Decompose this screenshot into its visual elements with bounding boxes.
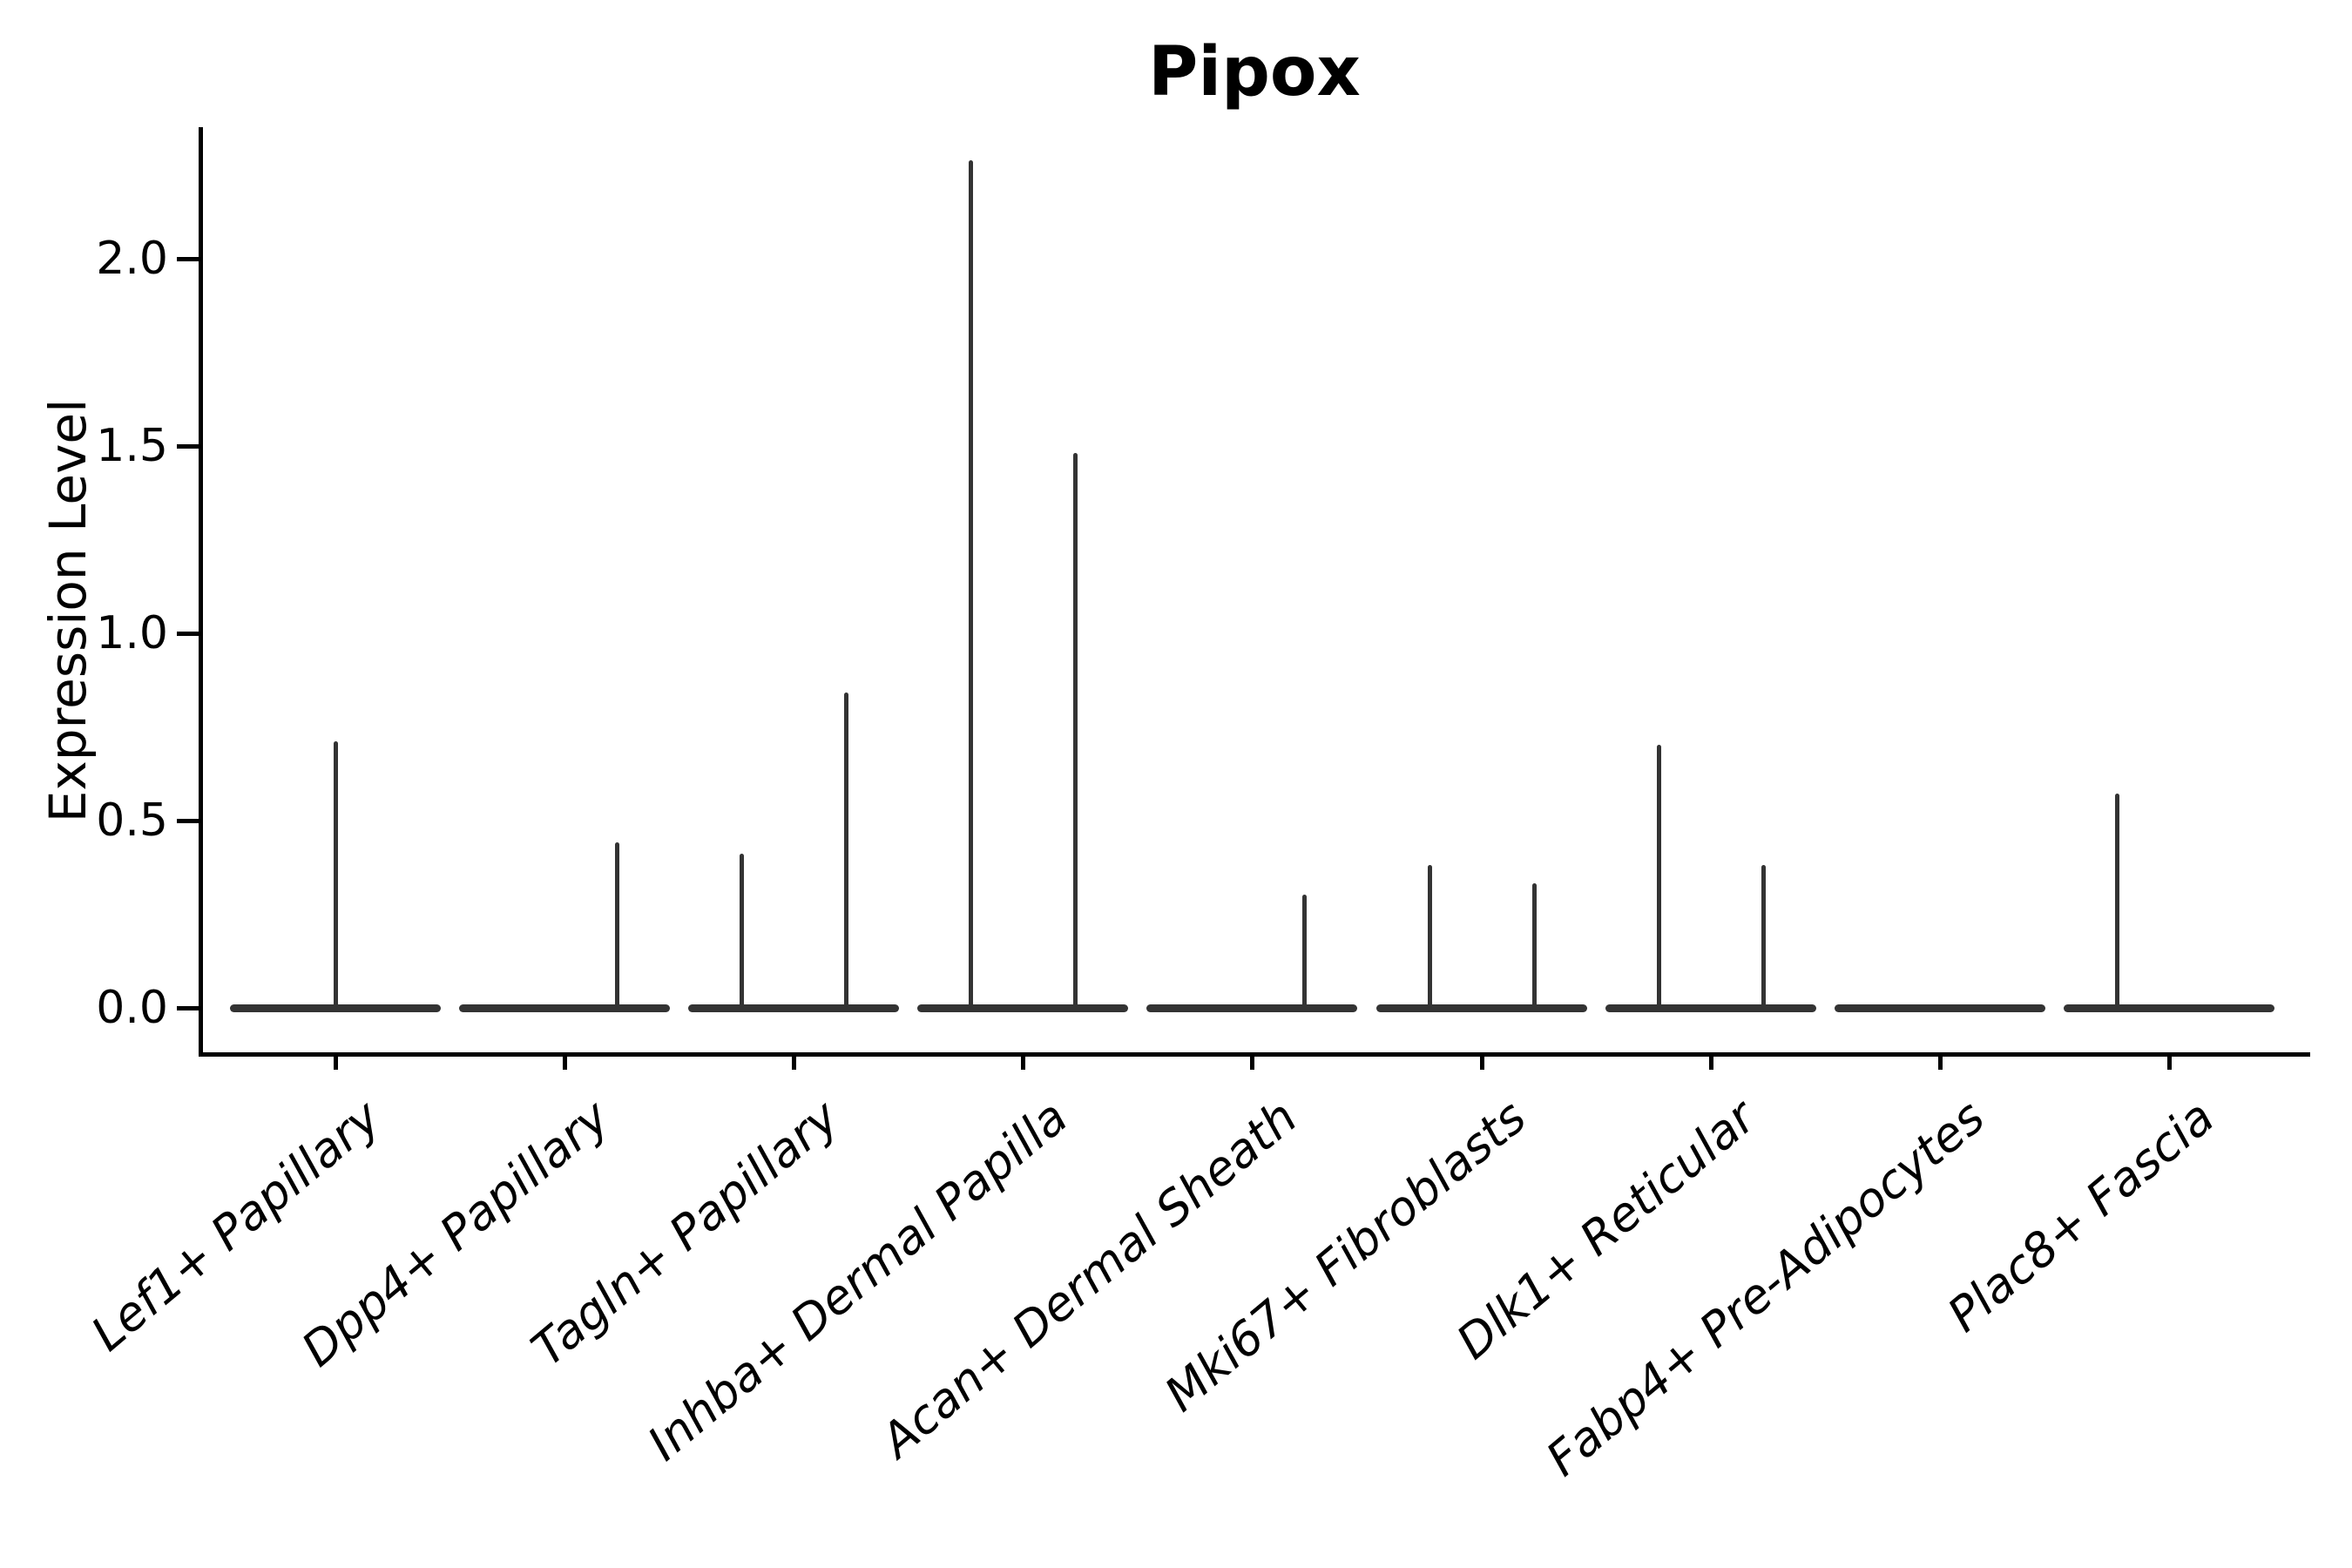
x-tick bbox=[334, 1057, 338, 1070]
violin-spike bbox=[615, 842, 620, 1010]
violin-spike bbox=[2114, 794, 2119, 1010]
violin-spike bbox=[844, 693, 849, 1010]
x-tick bbox=[1479, 1057, 1484, 1070]
x-tick bbox=[792, 1057, 797, 1070]
x-tick-label: Acan+ Dermal Sheath bbox=[870, 1089, 1308, 1469]
y-tick bbox=[177, 632, 199, 636]
violin-spike bbox=[1531, 883, 1537, 1010]
x-tick bbox=[1708, 1057, 1713, 1070]
violin-spike bbox=[334, 741, 338, 1010]
violin-body bbox=[459, 1004, 671, 1012]
violin-spike bbox=[1073, 453, 1078, 1010]
violin-body bbox=[1146, 1004, 1358, 1012]
x-tick bbox=[1021, 1057, 1026, 1070]
y-axis-spine bbox=[199, 127, 203, 1057]
y-tick-label: 0.0 bbox=[96, 982, 168, 1034]
x-axis-spine bbox=[199, 1052, 2310, 1057]
x-tick bbox=[563, 1057, 568, 1070]
x-tick-label: Fabp4+ Pre-Adipocytes bbox=[1536, 1089, 1995, 1487]
violin-spike bbox=[1302, 895, 1308, 1010]
x-tick bbox=[2166, 1057, 2172, 1070]
y-tick-label: 2.0 bbox=[96, 233, 168, 285]
violin-body bbox=[2063, 1004, 2274, 1012]
violin-body bbox=[1605, 1004, 1816, 1012]
violin-body bbox=[917, 1004, 1129, 1012]
x-tick bbox=[1937, 1057, 1943, 1070]
y-tick bbox=[177, 1006, 199, 1010]
violin-spike bbox=[1427, 865, 1432, 1010]
violin-spike bbox=[1761, 865, 1766, 1010]
chart-title: Pipox bbox=[1148, 33, 1361, 112]
violin-spike bbox=[969, 160, 974, 1010]
y-tick-label: 1.5 bbox=[96, 420, 168, 472]
y-tick bbox=[177, 444, 199, 449]
x-tick-label: Inhba+ Dermal Papilla bbox=[637, 1089, 1078, 1471]
violin-spike bbox=[1656, 745, 1661, 1010]
y-tick bbox=[177, 819, 199, 823]
x-tick bbox=[1250, 1057, 1255, 1070]
violin-body bbox=[1375, 1004, 1587, 1012]
violin-spike bbox=[740, 854, 745, 1010]
y-tick-label: 0.5 bbox=[96, 794, 168, 847]
y-tick-label: 1.0 bbox=[96, 607, 168, 659]
violin-body bbox=[688, 1004, 900, 1012]
y-tick bbox=[177, 257, 199, 261]
violin-body bbox=[1834, 1004, 2045, 1012]
